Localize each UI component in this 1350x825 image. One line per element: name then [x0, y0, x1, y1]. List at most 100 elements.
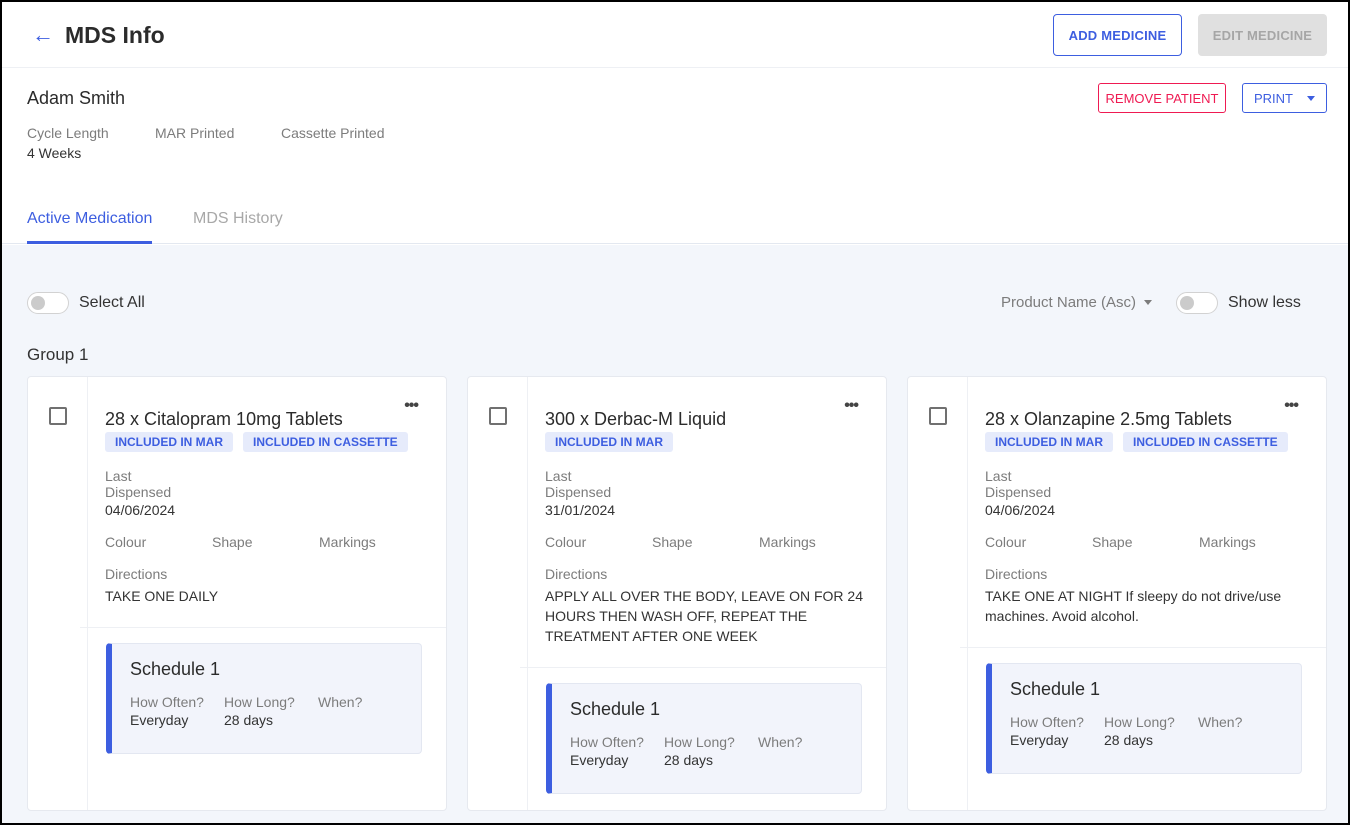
directions-label: Directions [985, 566, 1048, 582]
page-title: MDS Info [65, 22, 165, 48]
cycle-length-value: 4 Weeks [27, 145, 82, 161]
colour-label: Colour [105, 534, 147, 550]
when-label: When? [1198, 714, 1243, 730]
cycle-length-label: Cycle Length [27, 125, 109, 141]
page-header: ← MDS Info ADD MEDICINE EDIT MEDICINE [2, 2, 1348, 68]
schedule-title: Schedule 1 [570, 699, 661, 719]
medicine-details: 28 x Citalopram 10mg Tablets INCLUDED IN… [105, 409, 426, 606]
divider [520, 667, 886, 668]
last-dispensed-value: 04/06/2024 [985, 502, 1056, 518]
properties: Colour Shape Markings [105, 534, 426, 550]
how-often-label: How Often? [130, 694, 204, 710]
badge-list: INCLUDED IN MAR [545, 432, 866, 452]
select-all-label: Select All [79, 294, 145, 311]
schedule-box: Schedule 1 How Often? Everyday How Long? 2… [106, 643, 422, 754]
shape-label: Shape [652, 534, 693, 550]
select-all-toggle[interactable] [27, 292, 69, 314]
patient-info: Adam Smith Cycle Length 4 Weeks MAR Print… [2, 68, 1348, 244]
add-medicine-button[interactable]: ADD MEDICINE [1053, 14, 1182, 56]
schedule-columns: How Often? Everyday How Long? 28 days When… [1010, 714, 1301, 750]
print-label: PRINT [1254, 90, 1293, 106]
last-dispensed-label: Last Dispensed [985, 468, 1052, 500]
markings-label: Markings [319, 534, 376, 550]
colour-label: Colour [985, 534, 1027, 550]
how-long-value: 28 days [1104, 732, 1154, 748]
schedule-title: Schedule 1 [130, 659, 221, 679]
medicine-card: ••• 28 x Olanzapine 2.5mg Tablets INCLUD… [907, 376, 1327, 811]
sort-label: Product Name (Asc) [1001, 294, 1137, 311]
badge-list: INCLUDED IN MAR INCLUDED IN CASSETTE [105, 432, 426, 452]
edit-medicine-button[interactable]: EDIT MEDICINE [1198, 14, 1327, 56]
divider [960, 647, 1326, 648]
directions-value: TAKE ONE DAILY [105, 588, 219, 604]
properties: Colour Shape Markings [985, 534, 1306, 550]
when-label: When? [758, 734, 803, 750]
medicine-name: 28 x Citalopram 10mg Tablets [105, 409, 343, 429]
cassette-printed-label: Cassette Printed [281, 125, 385, 141]
properties: Colour Shape Markings [545, 534, 866, 550]
schedule-box: Schedule 1 How Often? Everyday How Long? 2… [546, 683, 862, 794]
how-long-label: How Long? [224, 694, 295, 710]
medicine-details: 300 x Derbac-M Liquid INCLUDED IN MAR La… [545, 409, 866, 646]
medicine-card: ••• 28 x Citalopram 10mg Tablets INCLUDE… [27, 376, 447, 811]
medicine-details: 28 x Olanzapine 2.5mg Tablets INCLUDED I… [985, 409, 1306, 626]
caret-down-icon [1307, 95, 1315, 101]
cycle-length: Cycle Length 4 Weeks [27, 125, 109, 161]
medicine-checkbox[interactable] [489, 407, 507, 425]
more-options-icon[interactable]: ••• [844, 397, 859, 414]
schedule-box: Schedule 1 How Often? Everyday How Long? 2… [986, 663, 1302, 774]
shape-label: Shape [1092, 534, 1133, 550]
show-less-label: Show less [1228, 294, 1301, 311]
schedule-title: Schedule 1 [1010, 679, 1101, 699]
how-long-value: 28 days [224, 712, 274, 728]
caret-down-icon [1144, 300, 1153, 305]
how-long-value: 28 days [664, 752, 714, 768]
how-long-label: How Long? [664, 734, 735, 750]
how-often-value: Everyday [1010, 732, 1069, 748]
how-long-label: How Long? [1104, 714, 1175, 730]
directions-value: TAKE ONE AT NIGHT If sleepy do not drive… [985, 588, 1282, 624]
last-dispensed-value: 04/06/2024 [105, 502, 176, 518]
medicine-card: ••• 300 x Derbac-M Liquid INCLUDED IN MA… [467, 376, 887, 811]
group-title: Group 1 [27, 345, 89, 364]
tab-mds-history[interactable]: MDS History [193, 210, 283, 227]
colour-label: Colour [545, 534, 587, 550]
medicine-checkbox[interactable] [929, 407, 947, 425]
sort-dropdown[interactable]: Product Name (Asc) [1001, 294, 1153, 311]
status-badge: INCLUDED IN MAR [985, 432, 1113, 452]
directions-label: Directions [545, 566, 608, 582]
directions-value: APPLY ALL OVER THE BODY, LEAVE ON FOR 24… [545, 588, 863, 644]
medicine-name: 300 x Derbac-M Liquid [545, 409, 727, 429]
show-less-toggle[interactable] [1176, 292, 1218, 314]
how-often-value: Everyday [570, 752, 629, 768]
mar-printed-label: MAR Printed [155, 125, 235, 141]
markings-label: Markings [759, 534, 816, 550]
status-badge: INCLUDED IN CASSETTE [1123, 432, 1288, 452]
card-select-column [28, 377, 88, 810]
print-button[interactable]: PRINT [1242, 83, 1327, 113]
medication-area: Select All Product Name (Asc) Show less … [2, 245, 1348, 823]
status-badge: INCLUDED IN MAR [545, 432, 673, 452]
medicine-checkbox[interactable] [49, 407, 67, 425]
last-dispensed-label: Last Dispensed [105, 468, 172, 500]
shape-label: Shape [212, 534, 253, 550]
last-dispensed-label: Last Dispensed [545, 468, 612, 500]
last-dispensed-value: 31/01/2024 [545, 502, 616, 518]
back-arrow-icon[interactable]: ← [32, 22, 54, 47]
tab-active-medication[interactable]: Active Medication [27, 210, 153, 244]
divider [80, 627, 446, 628]
schedule-columns: How Often? Everyday How Long? 28 days When… [130, 694, 421, 730]
card-select-column [908, 377, 968, 810]
more-options-icon[interactable]: ••• [404, 397, 419, 414]
medicine-name: 28 x Olanzapine 2.5mg Tablets [985, 409, 1232, 429]
card-select-column [468, 377, 528, 810]
how-often-label: How Often? [1010, 714, 1084, 730]
how-often-label: How Often? [570, 734, 644, 750]
remove-patient-button[interactable]: REMOVE PATIENT [1098, 83, 1226, 113]
directions-label: Directions [105, 566, 168, 582]
schedule-columns: How Often? Everyday How Long? 28 days When… [570, 734, 861, 770]
more-options-icon[interactable]: ••• [1284, 397, 1299, 414]
status-badge: INCLUDED IN CASSETTE [243, 432, 408, 452]
how-often-value: Everyday [130, 712, 189, 728]
